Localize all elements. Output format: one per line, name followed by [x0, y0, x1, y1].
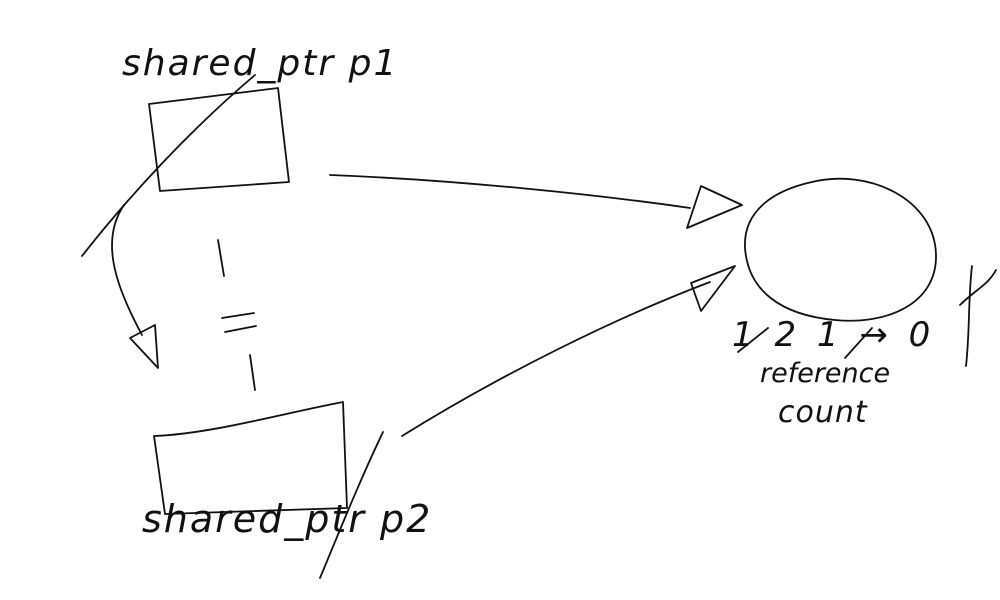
reference-count-sequence: 1 2 1 → 0 [732, 315, 936, 355]
count-bracket [959, 265, 997, 367]
arrowhead-p1 [686, 185, 743, 229]
copy-arrow-curve [111, 204, 143, 336]
arrow-p2-to-count [401, 281, 711, 437]
box-p2 [153, 401, 348, 515]
arrowhead-p2 [690, 265, 736, 312]
box-p1 [148, 87, 290, 192]
arrow-p1-to-count [329, 174, 691, 209]
copy-arrow-head [129, 324, 159, 369]
copy-stroke-bottom [249, 354, 256, 391]
reference-count-caption-line1: reference [760, 358, 891, 389]
strike-line-p1 [81, 74, 256, 257]
pointer-p2-label: shared_ptr p2 [142, 497, 433, 541]
control-block-circle [744, 177, 937, 322]
pointer-p1-label: shared_ptr p1 [122, 43, 399, 84]
copy-stroke-top [217, 239, 225, 277]
count-strike-1 [737, 327, 769, 353]
equals-sign [221, 312, 257, 333]
count-strike-2 [844, 327, 873, 359]
reference-count-caption-line2: count [778, 395, 868, 430]
strike-line-p2 [319, 431, 384, 579]
